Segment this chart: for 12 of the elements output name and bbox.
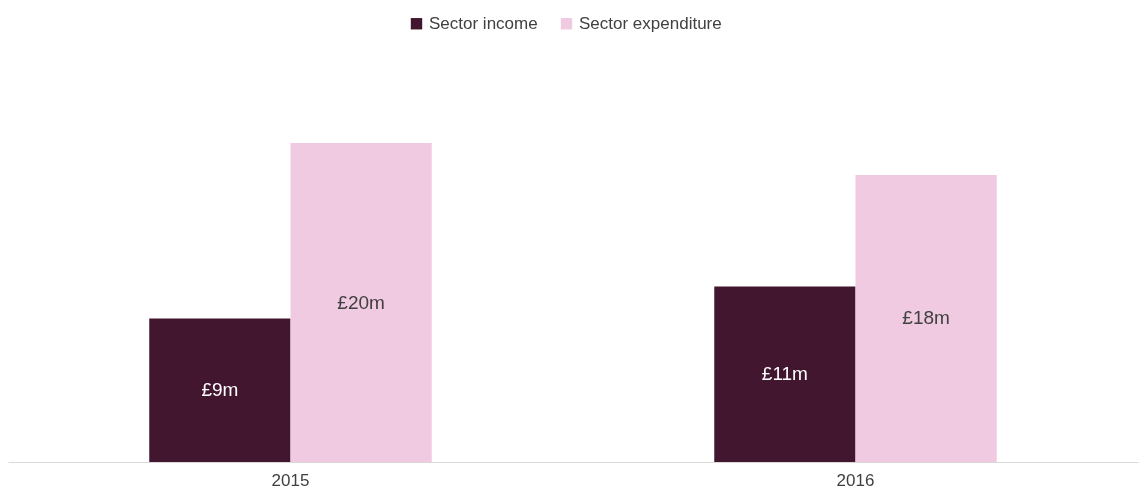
bar [714,286,856,462]
legend-label: Sector expenditure [579,13,722,33]
legend-label: Sector income [429,13,538,33]
bar [290,143,432,462]
bar [149,318,291,462]
bar [855,174,997,462]
data-label: £18m [902,307,950,329]
data-label: £9m [201,379,239,401]
data-label: £20m [337,291,385,313]
x-tick-label: 2015 [271,470,310,490]
data-label: £11m [761,363,808,385]
x-tick-label: 2016 [836,470,875,490]
